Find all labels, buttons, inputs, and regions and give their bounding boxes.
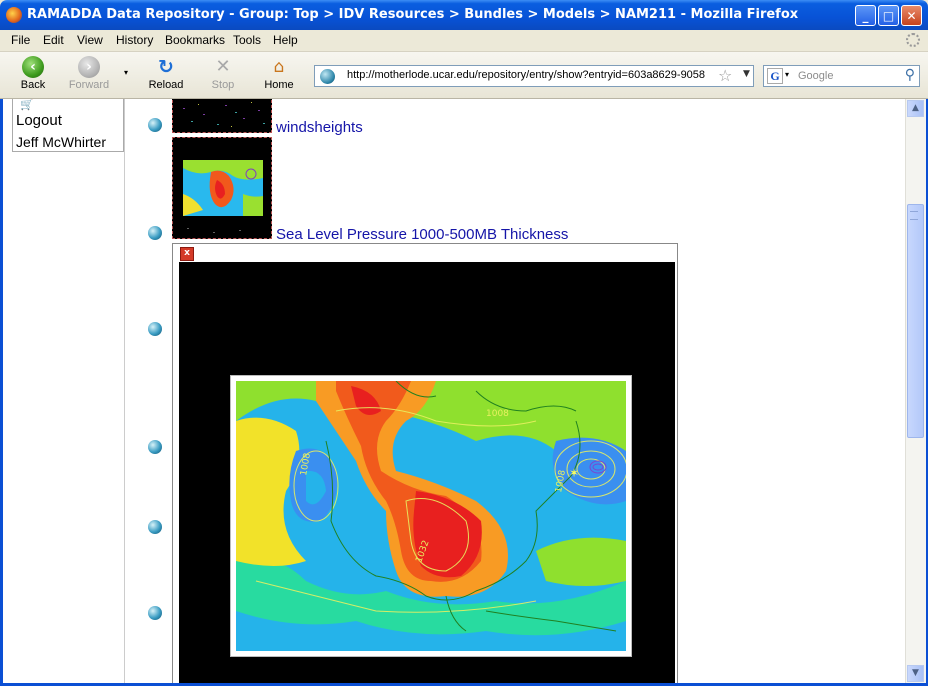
column-divider bbox=[124, 99, 125, 683]
search-icon[interactable]: ⚲ bbox=[904, 67, 915, 83]
history-dropdown-icon[interactable]: ▾ bbox=[124, 68, 129, 77]
entry-bullet-icon bbox=[148, 520, 162, 534]
search-box[interactable]: G ▾ Google ⚲ bbox=[763, 65, 920, 87]
forward-label: Forward bbox=[68, 79, 110, 91]
scroll-up-icon[interactable]: ▲ bbox=[907, 100, 924, 117]
url-text[interactable]: http://motherlode.ucar.edu/repository/en… bbox=[347, 69, 706, 81]
page-content: 🛒 Logout Jeff McWhirter windsheights Sea… bbox=[3, 99, 905, 683]
scroll-down-icon[interactable]: ▼ bbox=[907, 665, 924, 682]
scroll-thumb[interactable] bbox=[907, 204, 924, 438]
pressure-thickness-map: 1008 1008 1008 1032 ✶ bbox=[236, 381, 626, 651]
menu-bar: File Edit View History Bookmarks Tools H… bbox=[0, 30, 928, 52]
low-pressure-marker: ✶ bbox=[569, 466, 579, 480]
thumbnail-noise bbox=[173, 99, 271, 132]
url-dropdown-icon[interactable]: ▼ bbox=[743, 69, 750, 79]
reload-button[interactable]: ↻ Reload bbox=[140, 56, 192, 91]
home-label: Home bbox=[264, 79, 294, 91]
popup-close-button[interactable]: x bbox=[180, 247, 194, 261]
minimize-button[interactable]: _ bbox=[855, 5, 876, 26]
title-bar: RAMADDA Data Repository - Group: Top > I… bbox=[0, 0, 928, 30]
forward-arrow-icon: › bbox=[78, 56, 100, 78]
menu-bookmarks[interactable]: Bookmarks bbox=[165, 33, 226, 47]
map-image-frame: 1008 1008 1008 1032 ✶ bbox=[230, 375, 632, 657]
search-engine-icon[interactable]: G bbox=[767, 68, 783, 84]
menu-file[interactable]: File bbox=[11, 33, 31, 47]
back-arrow-icon: ‹ bbox=[22, 56, 44, 78]
throbber-icon bbox=[906, 33, 920, 47]
menu-tools[interactable]: Tools bbox=[233, 33, 262, 47]
maximize-button[interactable]: □ bbox=[878, 5, 899, 26]
entry-thumbnail[interactable] bbox=[172, 99, 272, 133]
menu-edit[interactable]: Edit bbox=[43, 33, 64, 47]
stop-label: Stop bbox=[211, 79, 235, 91]
firefox-icon bbox=[6, 7, 22, 23]
logout-link[interactable]: Logout bbox=[16, 112, 62, 129]
window-title: RAMADDA Data Repository - Group: Top > I… bbox=[27, 7, 799, 22]
cart-icon[interactable]: 🛒 bbox=[20, 99, 34, 111]
entry-link-sea-level-pressure[interactable]: Sea Level Pressure 1000-500MB Thickness bbox=[276, 226, 569, 243]
contour-label: 1008 bbox=[486, 409, 509, 419]
window-border-left bbox=[0, 99, 3, 686]
thumbnail-map bbox=[173, 138, 271, 238]
reload-label: Reload bbox=[148, 79, 184, 91]
menu-view[interactable]: View bbox=[77, 33, 103, 47]
contour-label: 1008 bbox=[299, 452, 313, 477]
entry-bullet-icon bbox=[148, 440, 162, 454]
window-border-right bbox=[925, 99, 928, 686]
menu-help[interactable]: Help bbox=[273, 33, 298, 47]
menu-history[interactable]: History bbox=[116, 33, 154, 47]
address-bar[interactable]: http://motherlode.ucar.edu/repository/en… bbox=[314, 65, 754, 87]
user-name: Jeff McWhirter bbox=[16, 134, 106, 150]
site-icon bbox=[320, 69, 335, 84]
entry-bullet-icon bbox=[148, 226, 162, 240]
window-border-bottom bbox=[0, 683, 928, 686]
back-button[interactable]: ‹ Back bbox=[7, 56, 59, 91]
reload-icon: ↻ bbox=[158, 56, 174, 78]
user-panel: 🛒 Logout Jeff McWhirter bbox=[12, 99, 124, 152]
search-placeholder[interactable]: Google bbox=[798, 70, 834, 82]
close-button[interactable]: ✕ bbox=[901, 5, 922, 26]
bookmark-star-icon[interactable]: ☆ bbox=[718, 66, 733, 85]
scroll-grip-icon bbox=[910, 211, 918, 220]
stop-button[interactable]: ✕ Stop bbox=[197, 56, 249, 91]
entry-bullet-icon bbox=[148, 322, 162, 336]
vertical-scrollbar[interactable]: ▲ ▼ bbox=[905, 99, 926, 683]
search-engine-dropdown-icon[interactable]: ▾ bbox=[785, 70, 790, 79]
back-label: Back bbox=[20, 79, 46, 91]
entry-thumbnail[interactable] bbox=[172, 137, 272, 239]
contour-label: 1008 bbox=[554, 469, 568, 494]
popup-image-area: 1008 1008 1008 1032 ✶ bbox=[179, 262, 675, 683]
home-button[interactable]: ⌂ Home bbox=[253, 56, 305, 91]
home-icon: ⌂ bbox=[273, 57, 285, 77]
entry-bullet-icon bbox=[148, 606, 162, 620]
stop-icon: ✕ bbox=[215, 56, 231, 77]
image-popup: x bbox=[172, 243, 678, 683]
entry-link-windsheights[interactable]: windsheights bbox=[276, 119, 363, 136]
forward-button[interactable]: › Forward bbox=[63, 56, 115, 91]
entry-bullet-icon bbox=[148, 118, 162, 132]
